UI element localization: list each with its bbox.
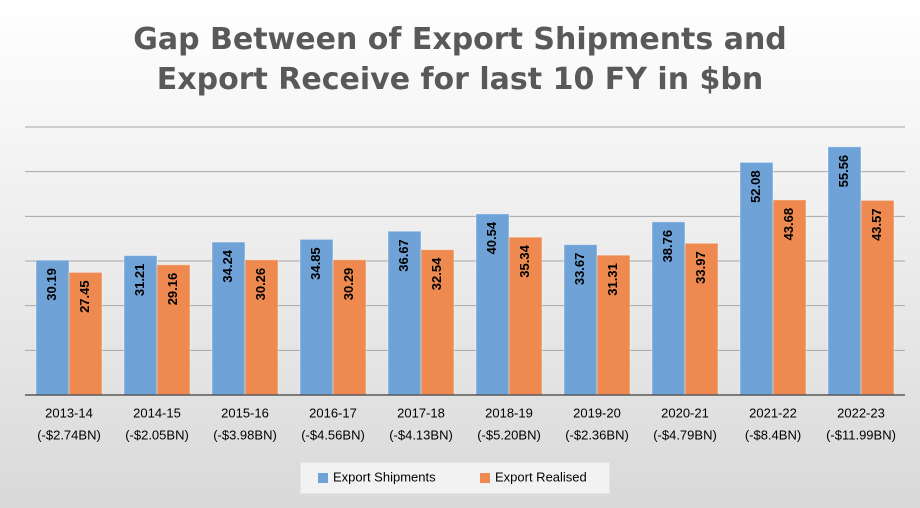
chart-title: Gap Between of Export Shipments and Expo… — [133, 22, 787, 97]
x-tick-sublabel: (-$4.13BN) — [389, 427, 453, 442]
bar — [772, 199, 807, 396]
value-label: 27.45 — [77, 280, 92, 313]
value-label: 30.26 — [253, 268, 268, 301]
x-tick-label: 2015-16 — [221, 405, 269, 420]
bar — [387, 230, 422, 396]
value-label: 31.31 — [605, 263, 620, 296]
value-label: 43.57 — [869, 208, 884, 241]
bar — [156, 264, 191, 396]
x-tick-label: 2019-20 — [573, 405, 621, 420]
x-tick-label: 2021-22 — [749, 405, 797, 420]
value-label: 29.16 — [165, 273, 180, 306]
bar — [299, 238, 334, 396]
x-tick-sublabel: (-$4.56BN) — [301, 427, 365, 442]
value-label: 43.68 — [781, 208, 796, 241]
x-tick-sublabel: (-$8.4BN) — [745, 427, 801, 442]
bar — [420, 249, 455, 396]
x-tick-sublabel: (-$4.79BN) — [653, 427, 717, 442]
x-tick-sublabel: (-$11.99BN) — [826, 427, 896, 442]
x-tick-sublabel: (-$3.98BN) — [213, 427, 277, 442]
legend-label: Export Realised — [495, 469, 587, 484]
value-label: 35.34 — [517, 244, 532, 277]
x-tick-sublabel: (-$2.74BN) — [37, 427, 101, 442]
bar — [684, 242, 719, 396]
bar — [332, 259, 367, 396]
value-label: 33.97 — [693, 251, 708, 284]
bar — [508, 236, 543, 396]
bar — [35, 259, 70, 396]
x-tick-label: 2017-18 — [397, 405, 445, 420]
value-label: 31.21 — [132, 264, 147, 297]
value-label: 33.67 — [572, 253, 587, 286]
bar — [475, 213, 510, 396]
bar — [123, 255, 158, 396]
x-tick-sublabel: (-$2.36BN) — [565, 427, 629, 442]
legend-swatch — [318, 473, 328, 483]
bar — [739, 161, 774, 396]
x-tick-label: 2020-21 — [661, 405, 709, 420]
value-label: 30.19 — [44, 268, 59, 301]
legend-swatch — [480, 473, 490, 483]
legend-label: Export Shipments — [333, 469, 436, 484]
x-tick-sublabel: (-$5.20BN) — [477, 427, 541, 442]
x-tick-sublabel: (-$2.05BN) — [125, 427, 189, 442]
bar — [68, 271, 103, 396]
legend-box — [299, 461, 611, 495]
value-label: 34.24 — [220, 249, 235, 282]
x-tick-label: 2018-19 — [485, 405, 533, 420]
value-label: 30.29 — [341, 268, 356, 301]
value-label: 36.67 — [396, 239, 411, 272]
x-tick-label: 2022-23 — [837, 405, 885, 420]
value-label: 32.54 — [429, 257, 444, 290]
value-label: 34.85 — [308, 247, 323, 280]
value-label: 55.56 — [836, 155, 851, 188]
x-tick-label: 2016-17 — [309, 405, 357, 420]
value-label: 38.76 — [660, 230, 675, 263]
value-label: 52.08 — [748, 170, 763, 203]
value-label: 40.54 — [484, 221, 499, 254]
bar — [860, 199, 895, 396]
x-tick-label: 2014-15 — [133, 405, 181, 420]
x-tick-label: 2013-14 — [45, 405, 93, 420]
